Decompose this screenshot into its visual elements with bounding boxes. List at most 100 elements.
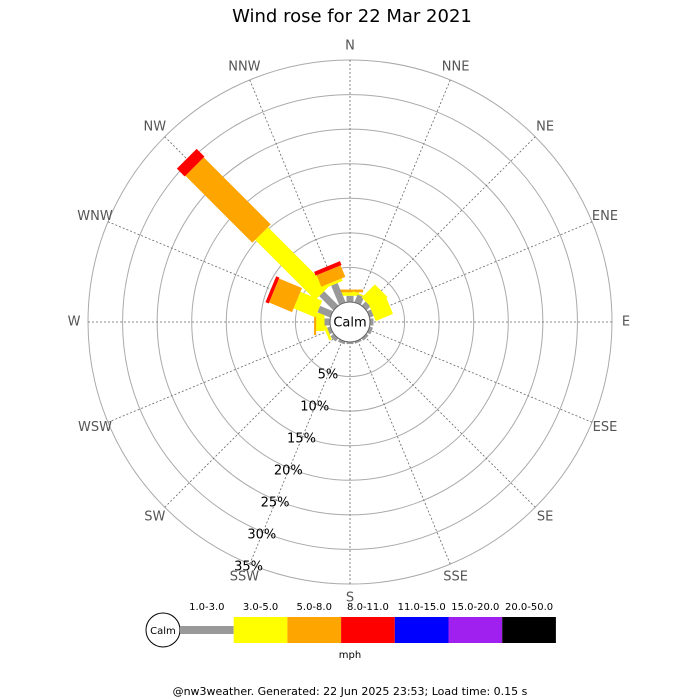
direction-bars [338, 339, 346, 345]
direction-label: ESE [593, 420, 618, 435]
spoke [107, 329, 332, 423]
direction-bars [370, 318, 374, 326]
spoke [164, 335, 337, 508]
direction-bars [361, 284, 388, 311]
direction-bars [176, 148, 339, 311]
bar-segment [361, 284, 388, 311]
bar-segment [331, 283, 346, 305]
legend-units: mph [339, 650, 361, 661]
direction-label: WNW [77, 209, 113, 224]
legend-label: 1.0-3.0 [189, 602, 224, 613]
calm-label: Calm [333, 316, 366, 331]
bar-segment [354, 339, 362, 344]
bar-segment [346, 342, 354, 345]
legend-swatch [180, 626, 234, 634]
direction-label: SSE [443, 569, 468, 584]
legend-swatch [287, 617, 342, 643]
bar-segment [317, 305, 333, 318]
legend-swatch [502, 617, 556, 643]
bar-segment [337, 289, 363, 293]
bar-segment [255, 227, 329, 301]
direction-label: NW [144, 119, 167, 134]
direction-label: S [346, 591, 354, 606]
ring [191, 163, 509, 481]
spoke [368, 329, 593, 423]
bar-segment [326, 326, 333, 335]
direction-label: W [68, 315, 81, 330]
legend-label: 20.0-50.0 [505, 602, 553, 613]
bar-segment [269, 278, 303, 313]
bar-segment [368, 297, 394, 322]
ring-label: 25% [261, 495, 290, 510]
ring-label: 15% [287, 432, 316, 447]
ring-label: 20% [274, 464, 303, 479]
ring [122, 94, 578, 550]
bar-segment [361, 333, 369, 341]
direction-label: NNW [228, 60, 260, 75]
legend-label: 5.0-8.0 [297, 602, 332, 613]
legend-label: 8.0-11.0 [347, 602, 389, 613]
legend-swatch [233, 617, 288, 643]
bar-segment [314, 261, 342, 276]
bar-segment [346, 295, 354, 302]
direction-label: SE [537, 510, 553, 525]
bar-segment [185, 157, 271, 243]
bar-segment [330, 333, 339, 342]
footer: @nw3weather. Generated: 22 Jun 2025 23:5… [173, 685, 528, 698]
bar-segment [265, 276, 280, 304]
legend-label: 3.0-5.0 [243, 602, 278, 613]
spoke [249, 79, 343, 304]
bar-segment [367, 309, 374, 318]
bar-segment [361, 301, 371, 311]
spoke [357, 340, 451, 565]
direction-label: WSW [78, 420, 112, 435]
direction-label: ENE [592, 209, 618, 224]
bar-segment [354, 294, 365, 305]
spoke [363, 136, 536, 309]
bar-segment [324, 318, 330, 326]
direction-bars [361, 333, 369, 341]
spoke [357, 79, 451, 304]
spoke [363, 335, 536, 508]
bar-segment [370, 318, 374, 326]
direction-bars [265, 276, 333, 318]
ring [294, 266, 406, 378]
bar-segment [316, 313, 325, 331]
ring-label: 5% [318, 368, 339, 383]
bar-segment [319, 291, 339, 311]
direction-label: NNE [442, 60, 470, 75]
legend-swatch [394, 617, 449, 643]
bar-segment [325, 278, 343, 288]
direction-bars [330, 333, 339, 342]
bar-segment [367, 326, 374, 335]
legend-swatch [448, 617, 503, 643]
calm-circle [329, 301, 371, 343]
bar-segment [316, 265, 346, 287]
direction-label: N [345, 39, 355, 54]
bar-segment [322, 322, 332, 341]
direction-bars [337, 289, 363, 302]
bar-segment [341, 292, 359, 296]
direction-bars [322, 322, 333, 341]
bar-segment [338, 339, 346, 345]
direction-bars [346, 342, 354, 345]
direction-label: SW [144, 510, 165, 525]
ring-label: 30% [247, 527, 276, 542]
legend-calm-label: Calm [150, 626, 176, 637]
spoke [249, 340, 343, 565]
legend-label: 11.0-15.0 [398, 602, 446, 613]
legend-swatch [341, 617, 395, 643]
direction-bars [314, 309, 330, 335]
direction-label: NE [536, 119, 554, 134]
ring [225, 197, 475, 447]
direction-bars [354, 339, 362, 344]
chart-title: Wind rose for 22 Mar 2021 [232, 6, 472, 27]
spoke [368, 221, 593, 315]
direction-label: SSW [230, 569, 260, 584]
direction-label: E [622, 315, 630, 330]
direction-bars [314, 261, 346, 305]
ring-label: 35% [234, 559, 263, 574]
ring-label: 10% [300, 400, 329, 415]
bar-segment [176, 148, 205, 177]
